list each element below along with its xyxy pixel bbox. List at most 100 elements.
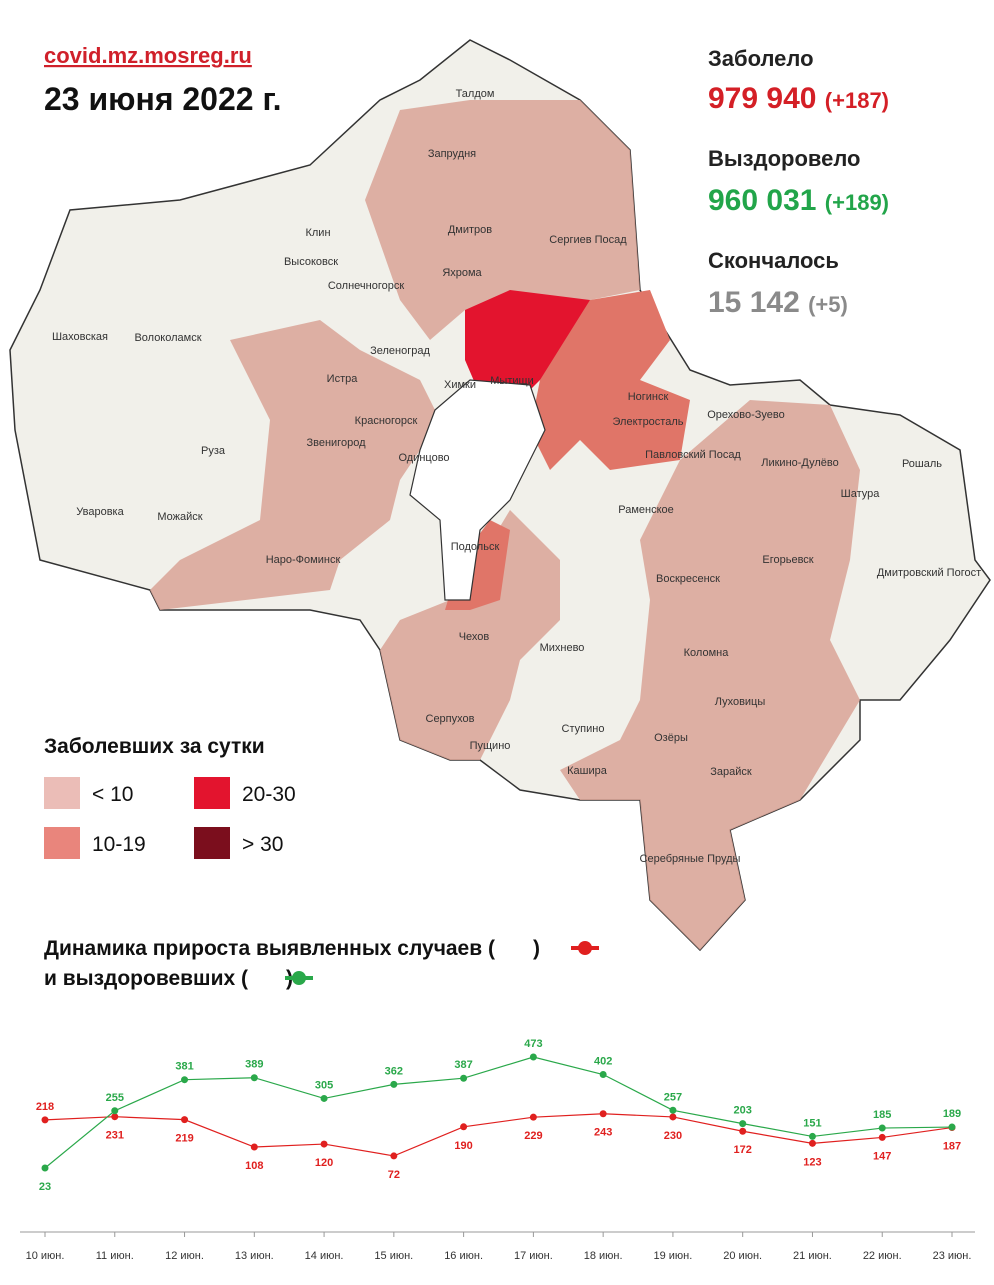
map-label: Раменское (618, 504, 674, 516)
value-label: 151 (803, 1117, 821, 1129)
map-label: Яхрома (442, 267, 482, 279)
legend-swatch (194, 777, 230, 809)
value-label: 219 (175, 1133, 193, 1145)
legend-swatch (44, 827, 80, 859)
map-label: Кашира (567, 765, 608, 777)
point (878, 1133, 886, 1141)
stat-value: 960 031 (+189) (708, 184, 889, 217)
point (390, 1152, 398, 1160)
value-label: 255 (106, 1092, 124, 1104)
map-label: Химки (444, 379, 476, 391)
map-label: Звенигород (306, 437, 366, 449)
map-label: Истра (327, 373, 359, 385)
point (41, 1116, 49, 1124)
map-label: Высоковск (284, 256, 338, 268)
value-label: 387 (454, 1059, 472, 1071)
stat-delta: (+5) (808, 292, 848, 317)
value-label: 189 (943, 1108, 961, 1120)
point (599, 1071, 607, 1079)
x-tick-label: 15 июн. (374, 1250, 413, 1262)
map-label: Воскресенск (656, 573, 720, 585)
map-label: Серебряные Пруды (640, 853, 741, 865)
title-part: и выздоровевших ( (44, 967, 248, 990)
stat-delta: (+187) (825, 88, 889, 113)
stat-value: 979 940 (708, 82, 816, 115)
map-label: Серпухов (426, 713, 475, 725)
map-label: Запрудня (428, 148, 476, 160)
point (181, 1076, 189, 1084)
value-label: 305 (315, 1079, 333, 1091)
site: covid.mz.mosreg.ru (44, 43, 252, 68)
district (380, 510, 560, 760)
map-label: Зарайск (710, 766, 752, 778)
map-label: Озёры (654, 732, 688, 744)
x-tick-label: 21 июн. (793, 1250, 832, 1262)
value-label: 187 (943, 1141, 961, 1153)
map-label: Луховицы (715, 696, 766, 708)
map-label: Красногорск (355, 415, 418, 427)
legend-icon (571, 941, 599, 955)
map-label: Электросталь (613, 416, 684, 428)
point (599, 1110, 607, 1118)
map-label: Руза (201, 445, 226, 457)
map-label: Шаховская (52, 331, 108, 343)
point (320, 1094, 328, 1102)
point (529, 1053, 537, 1061)
date: 23 июня 2022 г. (44, 81, 281, 117)
point (181, 1116, 189, 1124)
map-label: Одинцово (398, 452, 449, 464)
map-label: Клин (305, 227, 330, 239)
value-label: 402 (594, 1056, 612, 1068)
x-tick-label: 19 июн. (654, 1250, 693, 1262)
legend-label: 20-30 (242, 783, 296, 806)
point (878, 1124, 886, 1132)
value-label: 231 (106, 1130, 124, 1142)
map-label: Егорьевск (762, 554, 813, 566)
x-tick-label: 23 июн. (933, 1250, 972, 1262)
map-label: Михнево (540, 642, 585, 654)
stat-value: 979 940 (+187) (708, 82, 889, 115)
value-label: 190 (454, 1140, 472, 1152)
point (41, 1164, 49, 1172)
map-label: Волоколамск (134, 332, 201, 344)
x-tick-label: 13 июн. (235, 1250, 274, 1262)
stat-delta: (+189) (825, 190, 889, 215)
map-label: Павловский Посад (645, 449, 741, 461)
stat-label: Заболело (708, 46, 814, 71)
chart-title: Динамика прироста выявленных случаев () (44, 937, 540, 960)
stat-label: Выздоровело (708, 146, 861, 171)
point (320, 1140, 328, 1148)
value-label: 147 (873, 1150, 891, 1162)
point (669, 1113, 677, 1121)
point (739, 1127, 747, 1135)
title-part: Динамика прироста выявленных случаев ( (44, 937, 495, 960)
value-label: 123 (803, 1156, 821, 1168)
value-label: 473 (524, 1038, 542, 1050)
district (150, 320, 440, 610)
x-tick-label: 20 июн. (723, 1250, 762, 1262)
value-label: 218 (36, 1101, 54, 1113)
district (465, 290, 590, 400)
map-label: Зеленоград (370, 345, 430, 357)
legend-label: < 10 (92, 783, 133, 806)
legend-swatch (194, 827, 230, 859)
chart-title: и выздоровевших () (44, 967, 293, 990)
map-label: Ногинск (628, 391, 669, 403)
value-label: 362 (385, 1065, 403, 1077)
point (250, 1074, 258, 1082)
map-label: Рошаль (902, 458, 942, 470)
map-label: Дмитровский Погост (877, 567, 981, 579)
point (250, 1143, 258, 1151)
point (460, 1074, 468, 1082)
value-label: 172 (734, 1144, 752, 1156)
x-tick-label: 18 июн. (584, 1250, 623, 1262)
point (390, 1080, 398, 1088)
point (948, 1123, 956, 1131)
point (529, 1113, 537, 1121)
map-label: Ступино (562, 723, 605, 735)
x-tick-label: 17 июн. (514, 1250, 553, 1262)
point (111, 1113, 119, 1121)
legend-label: > 30 (242, 833, 283, 856)
stat-value: 15 142 (+5) (708, 286, 848, 319)
value-label: 108 (245, 1160, 263, 1172)
